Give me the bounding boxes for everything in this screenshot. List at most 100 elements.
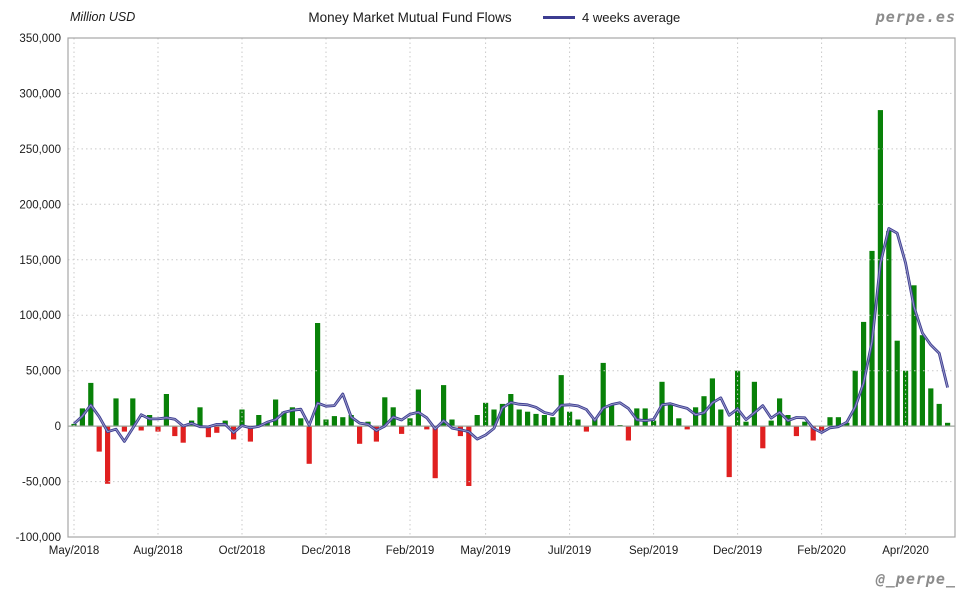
bar-positive-week (239, 409, 245, 427)
x-axis-tick-label: Feb/2019 (386, 545, 435, 557)
bar-positive-week (945, 422, 951, 427)
x-axis-tick-label: May/2018 (49, 545, 100, 557)
bar-positive-week (256, 415, 262, 427)
bar-positive-week (567, 411, 573, 427)
bar-positive-week (323, 419, 329, 427)
x-axis-tick-label: Feb/2020 (797, 545, 846, 557)
y-axis-tick-label: 350,000 (19, 33, 61, 45)
legend: 4 weeks average (543, 10, 680, 25)
bar-negative-week (424, 426, 430, 430)
bar-positive-week (919, 335, 925, 427)
legend-line-swatch (543, 16, 575, 19)
bar-positive-week (743, 421, 749, 427)
bar-positive-week (600, 362, 606, 427)
x-axis-tick-label: Aug/2018 (133, 545, 182, 557)
bar-positive-week (751, 381, 757, 427)
four-week-average-line-core (73, 228, 949, 442)
bar-negative-week (466, 426, 472, 486)
y-axis-tick-label: 200,000 (19, 199, 61, 211)
watermark-site: perpe.es (875, 8, 956, 26)
bar-positive-week (852, 370, 858, 427)
bar-negative-week (306, 426, 312, 464)
x-axis-tick-label: Apr/2020 (882, 545, 929, 557)
bar-positive-week (298, 418, 304, 427)
bar-negative-week (214, 426, 220, 433)
bar-positive-week (508, 394, 514, 427)
bar-positive-week (491, 409, 497, 427)
bar-positive-week (642, 408, 648, 427)
bar-negative-week (432, 426, 438, 479)
x-axis-tick-label: Jul/2019 (548, 545, 591, 557)
y-axis-tick-label: 100,000 (19, 310, 61, 322)
watermark-handle: @_perpe_ (875, 570, 956, 588)
bar-negative-week (105, 426, 111, 484)
bar-positive-week (197, 407, 203, 427)
y-axis-tick-label: 0 (55, 421, 61, 433)
x-axis-tick-label: May/2019 (460, 545, 511, 557)
bar-negative-week (399, 426, 405, 434)
bar-positive-week (667, 403, 673, 427)
y-axis-tick-label: 300,000 (19, 88, 61, 100)
bar-positive-week (835, 417, 841, 427)
bar-negative-week (819, 426, 825, 432)
bar-positive-week (550, 417, 556, 427)
bar-negative-week (357, 426, 363, 444)
bar-negative-week (793, 426, 799, 437)
bar-positive-week (315, 323, 321, 427)
bar-negative-week (726, 426, 732, 478)
bar-positive-week (449, 419, 455, 427)
bar-positive-week (130, 398, 136, 427)
bar-negative-week (625, 426, 631, 441)
bar-positive-week (592, 418, 598, 427)
y-axis-tick-label: 250,000 (19, 144, 61, 156)
y-axis-tick-label: -100,000 (16, 532, 61, 544)
bar-negative-week (138, 426, 144, 431)
bar-negative-week (373, 426, 379, 442)
bar-positive-week (382, 397, 388, 427)
bar-negative-week (760, 426, 766, 449)
bar-negative-week (155, 426, 161, 432)
x-axis-tick-label: Dec/2018 (301, 545, 350, 557)
bar-positive-week (264, 422, 270, 427)
y-axis-tick-label: -50,000 (22, 477, 61, 489)
x-axis-tick-label: Dec/2019 (713, 545, 762, 557)
bar-positive-week (289, 407, 295, 427)
bar-positive-week (483, 402, 489, 427)
bar-positive-week (768, 420, 774, 427)
bar-positive-week (474, 415, 480, 427)
y-axis-tick-label: 150,000 (19, 255, 61, 267)
bar-negative-week (96, 426, 102, 452)
bar-positive-week (802, 421, 808, 427)
bar-positive-week (928, 388, 934, 427)
bar-positive-week (827, 417, 833, 427)
bar-positive-week (273, 399, 279, 427)
x-axis-tick-label: Sep/2019 (629, 545, 678, 557)
bar-positive-week (894, 340, 900, 427)
bar-positive-week (936, 403, 942, 427)
bar-positive-week (499, 403, 505, 427)
bar-positive-week (861, 321, 867, 427)
bar-positive-week (331, 416, 337, 427)
bar-positive-week (844, 422, 850, 427)
bar-negative-week (684, 426, 690, 430)
legend-label: 4 weeks average (582, 10, 681, 25)
bar-positive-week (718, 409, 724, 427)
bar-positive-week (651, 420, 657, 427)
bar-negative-week (172, 426, 178, 437)
bar-positive-week (541, 415, 547, 427)
bar-positive-week (886, 230, 892, 427)
bar-positive-week (147, 415, 153, 427)
bar-positive-week (575, 419, 581, 427)
bar-positive-week (911, 285, 917, 427)
bar-positive-week (558, 375, 564, 427)
plot-border (67, 37, 956, 538)
bar-positive-week (407, 418, 413, 427)
bar-positive-week (415, 389, 421, 427)
bar-positive-week (516, 409, 522, 427)
bar-positive-week (113, 398, 119, 427)
bar-positive-week (525, 411, 531, 427)
bar-positive-week (609, 405, 615, 427)
bar-positive-week (693, 407, 699, 427)
